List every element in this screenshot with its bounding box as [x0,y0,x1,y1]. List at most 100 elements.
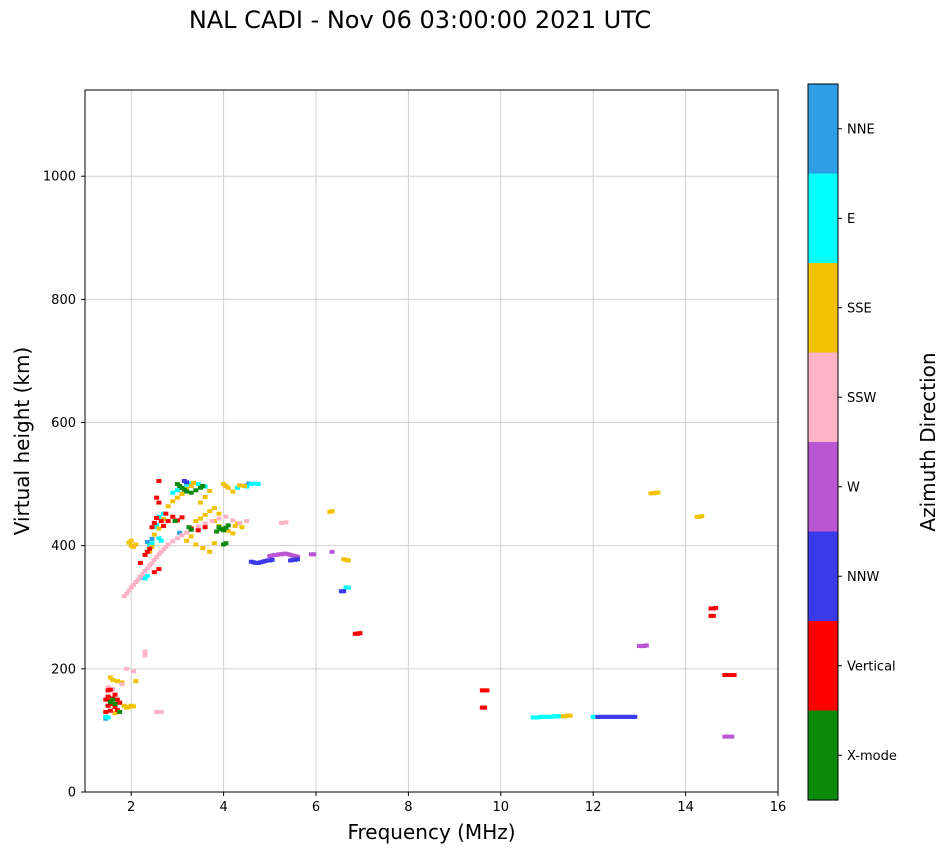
echo-point-vertical [151,570,157,575]
echo-point-e [174,488,180,493]
echo-point-ssw [124,666,130,671]
echo-point-ssw [147,563,153,568]
x-tick-label: 12 [585,800,602,815]
chart-title: NAL CADI - Nov 06 03:00:00 2021 UTC [188,6,652,34]
echo-point-vertical [156,567,162,572]
echo-point-vertical [202,525,208,530]
echo-point-ssw [278,520,284,525]
echo-point-ssw [237,520,243,525]
echo-point-x-mode [200,483,206,488]
colorbar-tick-label: SSE [847,301,872,316]
colorbar-segment-sse [808,263,838,354]
colorbar-segment-x-mode [808,710,838,801]
echo-point-vertical [154,515,160,520]
echo-point-e [248,482,254,487]
echo-point-vertical [713,605,719,610]
echo-point-sse [107,675,113,680]
echo-point-vertical [103,697,109,702]
echo-point-e [184,482,190,487]
echo-point-x-mode [188,527,194,532]
echo-point-ssw [161,547,167,552]
echo-point-vertical [137,560,143,565]
echo-point-x-mode [188,490,194,495]
x-tick-label: 14 [677,800,694,815]
echo-point-sse [241,483,247,488]
echo-point-w [729,734,735,739]
echo-point-sse [202,512,208,517]
echo-point-ssw [140,572,146,577]
echo-point-sse [131,544,137,549]
echo-point-sse [239,525,245,530]
echo-point-ssw [209,519,215,524]
colorbar-tick-label: NNE [847,122,875,137]
echo-point-ssw [165,542,171,547]
echo-point-ssw [158,709,164,714]
echo-point-w [329,549,335,554]
echo-point-sse [174,495,180,500]
plot-border [84,89,779,793]
echo-point-vertical [710,613,716,618]
echo-point-sse [170,499,176,504]
echo-point-sse [207,509,213,514]
echo-point-ssw [137,574,143,579]
colorbar-segment-e [808,173,838,264]
echo-point-vertical [117,700,123,705]
echo-point-x-mode [214,529,220,534]
echo-point-nnw [341,589,347,594]
echo-point-nnw [632,714,638,719]
echo-point-sse [151,532,157,537]
echo-point-sse [225,528,231,533]
echo-point-sse [112,711,118,716]
colorbar-label: Azimuth Direction [916,352,940,532]
echo-point-e [144,573,150,578]
echo-point-vertical [158,519,164,524]
y-tick-label: 400 [51,539,76,554]
echo-point-e [149,541,155,546]
echo-point-ssw [202,521,208,526]
echo-point-x-mode [117,709,123,714]
echo-point-ssw [156,552,162,557]
echo-point-sse [211,541,217,546]
y-tick-label: 800 [51,293,76,308]
echo-point-vertical [151,520,157,525]
echo-point-sse [207,549,213,554]
echo-point-sse [216,511,222,516]
echo-point-vertical [147,546,153,551]
echo-point-e [142,576,148,581]
echo-point-vertical [156,479,162,484]
x-tick-label: 4 [219,800,227,815]
y-tick-label: 600 [51,416,76,431]
echo-point-ssw [133,580,139,585]
echo-point-ssw [223,514,229,519]
echo-point-vertical [105,703,111,708]
echo-point-ssw [149,560,155,565]
echo-point-e [255,482,261,487]
echo-point-vertical [112,692,118,697]
echo-point-nne [144,539,150,544]
echo-point-e [105,715,111,720]
echo-point-e [158,538,164,543]
echo-point-sse [179,491,185,496]
colorbar-tick-label: Vertical [847,659,896,674]
echo-point-sse [207,488,213,493]
colorbar-tick-label: E [847,212,855,227]
echo-point-x-mode [184,489,190,494]
echo-point-e [156,536,162,541]
echo-point-vertical [195,528,201,533]
echo-point-sse [184,538,190,543]
echo-point-vertical [149,525,155,530]
echo-point-ssw [195,524,201,529]
echo-point-vertical [107,708,113,713]
echo-point-sse [232,523,238,528]
echo-point-vertical [154,495,160,500]
x-tick-label: 16 [770,800,787,815]
colorbar-tick-label: X-mode [847,749,897,764]
echo-point-x-mode [221,528,227,533]
echo-point-vertical [170,514,176,519]
echo-point-ssw [216,516,222,521]
echo-point-ssw [128,585,134,590]
echo-point-ssw [151,557,157,562]
echo-point-e [345,585,351,590]
echo-point-sse [567,713,573,718]
